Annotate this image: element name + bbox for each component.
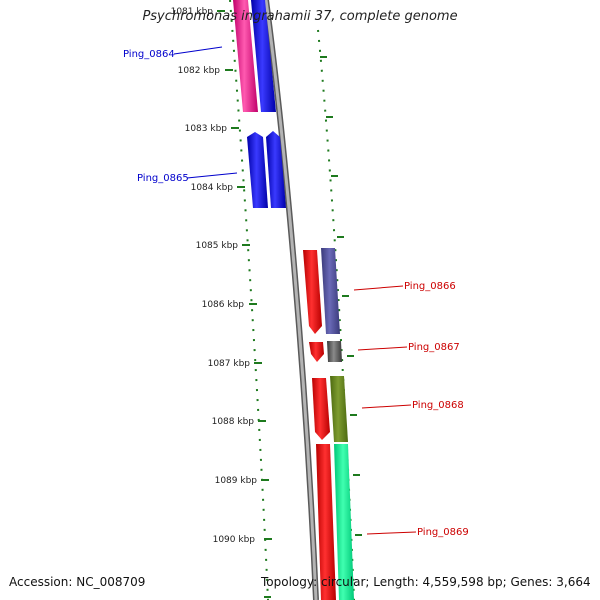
gene-ping-0865[interactable] <box>247 131 286 208</box>
gene-ping-0866[interactable] <box>303 248 340 334</box>
gene-label-leader <box>357 346 408 351</box>
gene-arrow <box>330 376 348 442</box>
gene-arrow <box>309 342 324 362</box>
gene-label-ping-0868[interactable]: Ping_0868 <box>412 400 464 411</box>
tick-label: 1081 kbp <box>171 7 214 17</box>
tick-label: 1088 kbp <box>212 417 255 427</box>
gene-ping-0867[interactable] <box>309 341 342 362</box>
gene-arrow <box>316 444 336 600</box>
tick-group: 1081 kbp 1082 kbp 1083 kbp 1084 kbp 1085… <box>171 7 362 598</box>
gene-arrow <box>327 341 342 362</box>
gene-label-ping-0864[interactable]: Ping_0864 <box>123 49 175 60</box>
gene-ping-0864[interactable] <box>233 0 276 112</box>
gene-label-ping-0869[interactable]: Ping_0869 <box>417 527 469 538</box>
tick-label: 1085 kbp <box>196 241 239 251</box>
gene-label-ping-0865[interactable]: Ping_0865 <box>137 173 189 184</box>
gene-label-leader <box>361 404 412 409</box>
gene-arrow <box>303 250 322 334</box>
topology-summary: Topology: circular; Length: 4,559,598 bp… <box>261 575 591 589</box>
gene-arrow <box>251 0 276 112</box>
tick-label: 1090 kbp <box>213 535 256 545</box>
gene-ping-0868[interactable] <box>312 376 348 442</box>
gene-label-leader <box>186 172 238 179</box>
gene-arrow <box>321 248 340 334</box>
gene-ping-0869[interactable] <box>316 444 354 600</box>
gene-arrow <box>334 444 354 600</box>
gene-arrow <box>247 132 268 208</box>
gene-label-leader <box>353 285 404 291</box>
gene-label-leader <box>173 46 223 55</box>
tick-label: 1089 kbp <box>215 476 258 486</box>
gene-label-ping-0867[interactable]: Ping_0867 <box>408 342 460 353</box>
gene-arrow <box>266 131 286 208</box>
gene-arrow <box>312 378 330 440</box>
gene-label-leader <box>366 531 417 535</box>
tick-label: 1083 kbp <box>185 124 228 134</box>
backbone <box>264 0 318 600</box>
tick-label: 1084 kbp <box>191 183 234 193</box>
gene-arrow <box>233 0 258 112</box>
genome-title: Psychromonas ingrahamii 37, complete gen… <box>142 9 458 24</box>
tick-label: 1082 kbp <box>178 66 221 76</box>
gene-label-ping-0866[interactable]: Ping_0866 <box>404 281 456 292</box>
accession-label: Accession: NC_008709 <box>9 575 146 589</box>
tick-label: 1087 kbp <box>208 359 251 369</box>
tick-label: 1086 kbp <box>202 300 245 310</box>
